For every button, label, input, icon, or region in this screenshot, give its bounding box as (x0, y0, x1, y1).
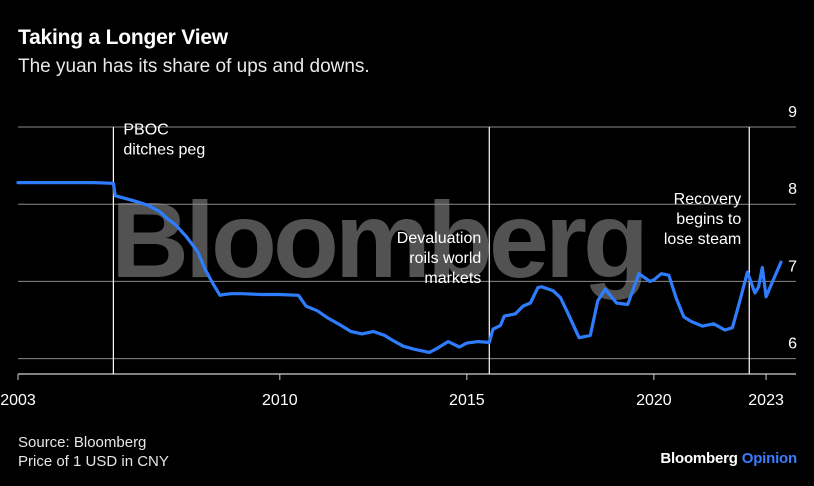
unit-note: Price of 1 USD in CNY (18, 453, 169, 470)
annotation-2-line-2: lose steam (664, 231, 741, 248)
y-tick-label-9: 9 (788, 104, 797, 121)
annotation-2-line-1: begins to (676, 211, 741, 228)
series-line-usdcny (16, 181, 783, 354)
annotation-1-line-1: roils world (409, 250, 481, 267)
annotation-0-line-0: PBOC (123, 122, 168, 139)
y-tick-label-8: 8 (788, 181, 797, 198)
annotation-0-line-1: ditches peg (123, 142, 205, 159)
source-note: Source: Bloomberg (18, 434, 147, 451)
y-tick-label-7: 7 (788, 258, 797, 275)
brand-main: Bloomberg (660, 450, 738, 467)
bloomberg-watermark: Bloomberg (111, 179, 645, 300)
x-tick-label-2020: 2020 (636, 392, 672, 409)
x-tick-label-2023: 2023 (748, 392, 784, 409)
annotation-1-line-0: Devaluation (397, 230, 482, 247)
brand-sub: Opinion (741, 450, 797, 467)
chart-title: Taking a Longer View (18, 26, 228, 49)
x-tick-label-2015: 2015 (449, 392, 485, 409)
bloomberg-opinion-logo: Bloomberg Opinion (660, 450, 797, 467)
x-tick-label-2010: 2010 (262, 392, 298, 409)
annotation-2-line-0: Recovery (674, 191, 742, 208)
x-tick-label-2003: 2003 (0, 392, 36, 409)
chart-subtitle: The yuan has its share of ups and downs. (18, 56, 370, 77)
annotation-1-line-2: markets (424, 270, 481, 287)
y-tick-label-6: 6 (788, 336, 797, 353)
